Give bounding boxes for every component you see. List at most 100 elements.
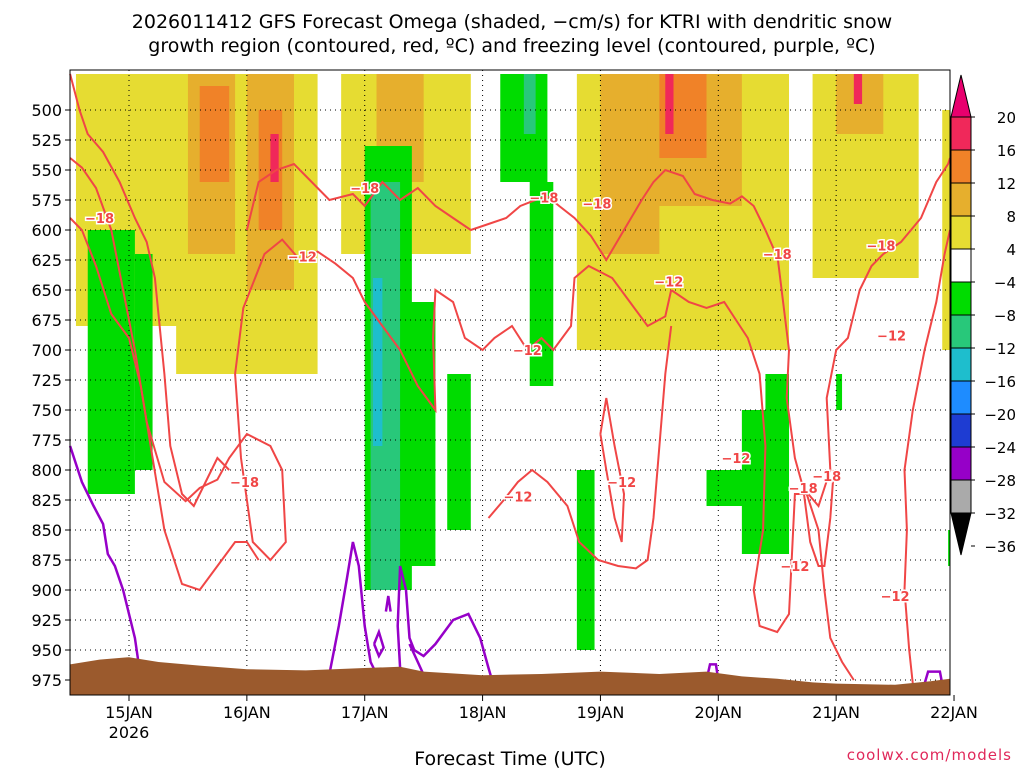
omega-region	[199, 86, 230, 182]
y-axis-tick-label: 750	[31, 401, 62, 420]
colorbar-swatch	[950, 446, 972, 481]
colorbar-tick-label: −32	[984, 505, 1016, 523]
freezing-level-contour	[372, 628, 385, 659]
x-axis-year-label: 2026	[109, 723, 150, 742]
colorbar-tick-label: −8	[994, 307, 1016, 325]
x-axis-tick-label: 20JAN	[694, 703, 742, 722]
x-axis-tick-label: 21JAN	[812, 703, 860, 722]
colorbar-bottom-arrow	[950, 512, 972, 556]
colorbar-swatch	[950, 116, 972, 151]
y-axis-tick-label: 775	[31, 431, 62, 450]
x-axis-tick-label: 15JAN	[105, 703, 153, 722]
dgz-contour-label: −18	[866, 240, 895, 255]
omega-region	[87, 230, 135, 494]
dgz-contour-minus12	[903, 229, 951, 684]
x-axis-tick-label: 18JAN	[459, 703, 507, 722]
freezing-level-contour	[396, 565, 494, 681]
colorbar-swatch	[950, 413, 972, 448]
y-axis-tick-label: 625	[31, 251, 62, 270]
chart-title-line-1: 2026011412 GFS Forecast Omega (shaded, −…	[132, 11, 892, 33]
colorbar-swatch	[950, 182, 972, 217]
omega-region	[948, 530, 950, 566]
dgz-contour-label: −12	[877, 330, 906, 345]
colorbar-tick-label: 4	[1006, 241, 1016, 259]
dgz-contour-label: −12	[513, 344, 542, 359]
colorbar-tick-label: −24	[984, 439, 1016, 457]
dgz-contour-label: −12	[503, 490, 532, 505]
y-axis-tick-label: 850	[31, 521, 62, 540]
y-axis-tick-label: 700	[31, 341, 62, 360]
freezing-level-contour	[384, 595, 392, 612]
plot-area: −18−18−12−18−12−18−12−18−12−12−12−18−18−…	[68, 69, 951, 696]
colorbar-tick-label: −4	[994, 274, 1016, 292]
colorbar-swatch	[950, 149, 972, 184]
y-axis-tick-label: 650	[31, 281, 62, 300]
colorbar-tick-label: −36	[984, 538, 1016, 556]
dendritic-growth-contours	[69, 73, 951, 684]
omega-region	[529, 182, 554, 386]
dgz-contour-label: −18	[529, 192, 558, 207]
dgz-contour-labels: −18−18−12−18−12−18−12−18−12−12−12−18−18−…	[84, 181, 912, 607]
y-axis-tick-label: 900	[31, 581, 62, 600]
dgz-contour-label: −18	[812, 470, 841, 485]
omega-region	[942, 110, 950, 350]
colorbar-tick-label: 16	[997, 142, 1016, 160]
omega-region	[270, 134, 279, 182]
y-axis-tick-label: 675	[31, 311, 62, 330]
colorbar-tick-label: 12	[997, 175, 1016, 193]
omega-region	[372, 278, 383, 446]
omega-region	[405, 302, 436, 566]
y-axis-tick-label: 950	[31, 641, 62, 660]
dgz-contour-minus18	[802, 469, 835, 567]
dgz-contour-minus18	[69, 73, 230, 508]
colorbar-swatch	[950, 479, 972, 514]
omega-region	[447, 374, 471, 530]
omega-region	[836, 374, 843, 410]
omega-region	[706, 470, 748, 506]
colorbar-swatch	[950, 380, 972, 415]
dgz-contour-minus12	[670, 289, 793, 634]
freezing-level-contours	[68, 445, 944, 684]
dgz-contour-label: −12	[780, 560, 809, 575]
y-axis-tick-label: 925	[31, 611, 62, 630]
omega-region	[665, 74, 674, 134]
x-axis-tick-label: 16JAN	[223, 703, 271, 722]
colorbar-tick-label: −28	[984, 472, 1016, 490]
omega-region	[853, 74, 863, 104]
x-axis-tick-label: 22JAN	[930, 703, 978, 722]
dgz-contour-minus12	[599, 397, 626, 543]
x-axis-tick-label: 19JAN	[577, 703, 625, 722]
colorbar-tick-label: −20	[984, 406, 1016, 424]
colorbar-swatch	[950, 248, 972, 283]
omega-colorbar: 20 16 12 8 4 −4 −8 −12 −16 −20 −24 −28 −32 −36	[950, 74, 1016, 556]
freezing-level-contour	[68, 445, 140, 663]
dgz-contour-label: −18	[350, 182, 379, 197]
y-axis-tick-label: 575	[31, 191, 62, 210]
y-axis-tick-label: 550	[31, 161, 62, 180]
dgz-contour-minus12	[69, 217, 260, 592]
dgz-contour-minus12	[487, 325, 673, 570]
terrain-surface	[70, 657, 950, 695]
omega-region	[765, 374, 790, 470]
colorbar-swatch	[950, 281, 972, 316]
dgz-contour-label: −18	[582, 198, 611, 213]
dgz-contour-label: −12	[607, 476, 636, 491]
dgz-contour-label: −18	[85, 212, 114, 227]
omega-region	[523, 74, 536, 134]
colorbar-tick-label: 20	[997, 109, 1016, 127]
colorbar-tick-label: −16	[984, 373, 1016, 391]
attribution-label: coolwx.com/models	[847, 746, 1012, 764]
dgz-contour-minus18	[245, 162, 776, 262]
x-axis: 15JAN 16JAN 17JAN 18JAN 19JAN 20JAN 21JAN 22JAN	[105, 695, 978, 722]
dgz-contour-minus18	[776, 157, 951, 509]
colorbar-tick-label: 8	[1006, 208, 1016, 226]
dgz-contour-label: −12	[654, 276, 683, 291]
dgz-contour-label: −12	[288, 250, 317, 265]
colorbar-swatch	[950, 314, 972, 349]
terrain-layer	[70, 657, 950, 695]
y-axis: 500 525 550 575 600 625 650 675 700 725 750 775 800 8…	[31, 101, 70, 690]
dgz-contour-label: −18	[789, 482, 818, 497]
y-axis-tick-label: 600	[31, 221, 62, 240]
colorbar-swatch	[950, 347, 972, 382]
y-axis-tick-label: 875	[31, 551, 62, 570]
